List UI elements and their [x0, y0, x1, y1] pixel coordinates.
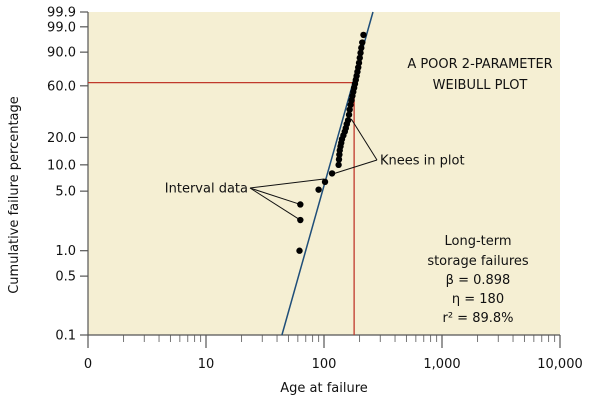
y-tick-label: 99.0	[47, 20, 76, 35]
stats-line-2: storage failures	[427, 254, 529, 269]
data-point	[360, 31, 367, 39]
y-tick-label: 10.0	[47, 158, 76, 173]
data-point	[321, 178, 329, 186]
data-point	[297, 216, 304, 224]
data-point	[335, 161, 342, 169]
y-axis-tick-labels: 0.1 0.5 1.0 5.0 10.0 20.0 60.0 90.0 99.099.9	[47, 6, 76, 344]
data-point	[359, 39, 366, 46]
x-axis-ticks	[87, 335, 561, 348]
interval-data-label: Interval data	[165, 182, 248, 197]
x-axis-tick-labels: 0 10 100 1,000 10,000	[84, 357, 583, 372]
x-axis-title: Age at failure	[280, 381, 368, 396]
interval-data-leader	[249, 187, 301, 205]
x-tick-label: 1,000	[423, 357, 460, 372]
interval-data-leader	[249, 187, 301, 221]
y-axis-title: Cumulative failure percentage	[7, 96, 22, 294]
data-point	[328, 170, 336, 177]
y-tick-label: 0.5	[55, 270, 76, 285]
stats-line-1: Long-term	[444, 234, 511, 249]
knee-leader	[350, 118, 378, 161]
y-tick-label: 5.0	[55, 185, 76, 200]
data-point	[355, 59, 363, 67]
x-tick-label: 10	[198, 357, 215, 372]
x-tick-label: 0	[84, 357, 92, 372]
annotation-leaders	[249, 118, 378, 221]
data-point	[296, 247, 303, 254]
plot-area	[88, 12, 560, 335]
chart-title-line-1: A POOR 2-PARAMETER	[407, 57, 552, 72]
y-tick-label: 20.0	[47, 131, 76, 146]
y-axis-ticks	[80, 11, 88, 336]
x-tick-label: 100	[312, 357, 337, 372]
reference-lines	[88, 81, 355, 335]
data-point	[315, 186, 322, 193]
stats-eta: η = 180	[452, 292, 504, 307]
data-point	[345, 111, 353, 118]
data-point	[357, 49, 364, 57]
interval-data-leader	[249, 178, 325, 189]
data-point	[297, 201, 304, 208]
knees-label: Knees in plot	[380, 154, 465, 169]
stats-r-squared: r² = 89.8%	[442, 311, 513, 326]
y-tick-label: 0.1	[55, 329, 76, 344]
y-tick-label: 99.9	[47, 6, 76, 21]
data-point	[358, 44, 365, 52]
data-point	[335, 156, 343, 163]
data-points	[296, 31, 367, 254]
y-tick-label: 60.0	[47, 79, 76, 94]
data-point	[346, 106, 353, 113]
x-tick-label: 10,000	[537, 357, 583, 372]
y-tick-label: 1.0	[55, 244, 76, 259]
chart-title-line-2: WEIBULL PLOT	[433, 78, 528, 93]
y-tick-label: 90.0	[47, 46, 76, 61]
data-point	[356, 54, 363, 62]
stats-beta: β = 0.898	[446, 273, 511, 288]
data-point	[344, 117, 352, 124]
knee-leader	[329, 159, 378, 176]
